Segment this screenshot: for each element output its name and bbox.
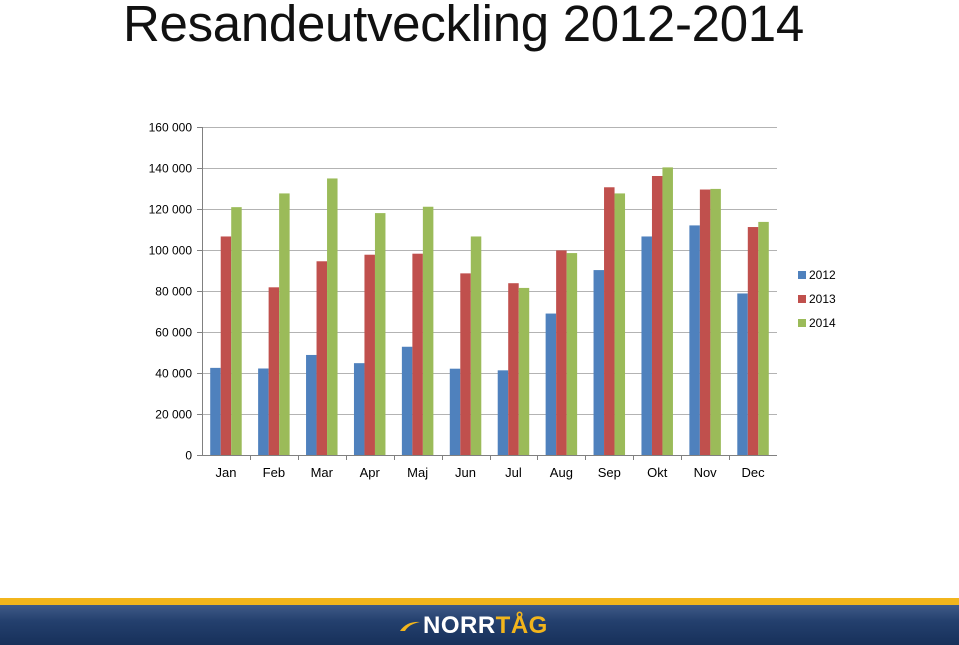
bar-2013-maj xyxy=(412,253,423,455)
x-tick-label: Mar xyxy=(311,465,334,480)
bar-2013-dec xyxy=(747,227,759,455)
y-tick-label: 0 xyxy=(185,449,192,463)
logo-text-accent: TÅG xyxy=(495,612,548,639)
bar-2013-okt xyxy=(651,175,663,455)
legend-swatch-2014 xyxy=(798,319,806,327)
slide-title: Resandeutveckling 2012-2014 xyxy=(123,0,804,52)
y-tick-labels: 0 20 000 40 000 60 000 80 000 100 000 120 000 1… xyxy=(149,121,193,463)
x-tick-label: Nov xyxy=(694,465,718,480)
logo-text-main: NORR xyxy=(423,612,496,639)
x-tick-label: Aug xyxy=(550,465,573,480)
bar-2012-apr xyxy=(353,363,365,455)
bar-2013-sep xyxy=(604,187,615,455)
bar-2014-sep xyxy=(614,193,626,456)
x-tick-label: Maj xyxy=(407,465,428,480)
bar-2012-mar xyxy=(306,354,317,455)
bar-2013-aug xyxy=(556,250,567,455)
swoosh-icon xyxy=(400,621,420,631)
bar-2012-nov xyxy=(689,225,700,455)
y-tick-label: 60 000 xyxy=(155,326,192,340)
y-tick-label: 80 000 xyxy=(155,285,192,299)
bar-2013-jan xyxy=(220,236,232,455)
legend-swatch-2012 xyxy=(798,271,806,279)
bar-2013-jun xyxy=(460,273,471,455)
bar-2014-dec xyxy=(758,221,769,455)
grid-lines xyxy=(197,127,777,456)
x-tick-label: Apr xyxy=(360,465,381,480)
y-tick-label: 140 000 xyxy=(149,162,193,176)
y-tick-label: 40 000 xyxy=(155,367,192,381)
bar-2012-dec xyxy=(737,293,748,455)
bar-2012-jul xyxy=(497,370,509,455)
bar-2012-jun xyxy=(449,368,461,455)
chart: 0 20 000 40 000 60 000 80 000 100 000 120 000 1… xyxy=(149,121,836,481)
bar-2013-apr xyxy=(364,254,375,455)
y-tick-label: 100 000 xyxy=(149,244,193,258)
bars xyxy=(210,167,769,456)
bar-2014-aug xyxy=(566,253,578,455)
footer-gold-stripe xyxy=(0,598,959,605)
bar-2014-apr xyxy=(374,213,386,455)
bar-2013-mar xyxy=(316,261,328,455)
legend-swatch-2013 xyxy=(798,295,806,303)
bar-2014-jan xyxy=(231,207,242,455)
bar-2014-feb xyxy=(279,193,290,456)
x-tick-label: Feb xyxy=(263,465,285,480)
x-tick-labels: Jan Feb Mar Apr Maj Jun Jul Aug Sep Okt Nov Dec xyxy=(215,465,765,480)
bar-2012-jan xyxy=(210,367,221,455)
bar-2013-jul xyxy=(508,283,519,455)
bar-2013-feb xyxy=(268,287,280,455)
y-tick-label: 20 000 xyxy=(155,408,192,422)
legend-label-2013: 2013 xyxy=(809,292,836,306)
x-tick-label: Sep xyxy=(598,465,621,480)
y-tick-label: 160 000 xyxy=(149,121,193,135)
x-tick-label: Jun xyxy=(455,465,476,480)
x-tick-label: Jul xyxy=(505,465,522,480)
legend: 2012 2013 2014 xyxy=(798,268,836,330)
norrtag-logo: NORRTÅG xyxy=(399,612,548,640)
axes xyxy=(202,127,777,460)
bar-2012-maj xyxy=(401,346,413,455)
x-tick-label: Dec xyxy=(741,465,765,480)
x-tick-label: Okt xyxy=(647,465,668,480)
bar-2014-maj xyxy=(422,206,434,455)
bar-2013-nov xyxy=(699,189,711,455)
bar-2012-aug xyxy=(545,313,557,455)
bar-2012-feb xyxy=(258,368,269,455)
footer-navy-band xyxy=(0,605,959,645)
y-tick-label: 120 000 xyxy=(149,203,193,217)
legend-label-2012: 2012 xyxy=(809,268,836,282)
logo-text: NORRTÅG xyxy=(423,612,548,640)
bar-2012-okt xyxy=(641,236,652,455)
bar-2012-sep xyxy=(593,270,605,455)
bar-2014-jun xyxy=(470,236,482,455)
legend-label-2014: 2014 xyxy=(809,316,836,330)
bar-2014-jul xyxy=(518,287,530,455)
bar-2014-okt xyxy=(662,167,673,455)
bar-2014-mar xyxy=(327,178,338,455)
x-tick-label: Jan xyxy=(215,465,236,480)
footer-banner xyxy=(0,598,959,645)
bar-2014-nov xyxy=(710,188,721,455)
